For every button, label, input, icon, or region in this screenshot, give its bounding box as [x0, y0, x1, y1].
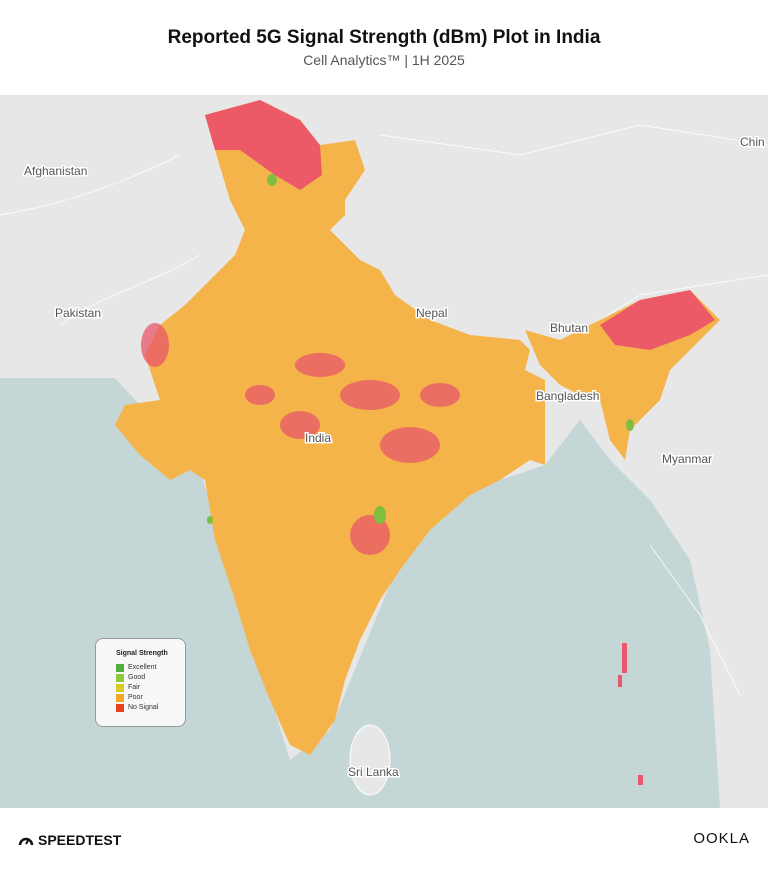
good-patches [207, 174, 634, 524]
ookla-logo: OOKLA [693, 830, 750, 847]
legend-label: Poor [128, 694, 143, 701]
map-label: India [305, 431, 331, 445]
legend-swatch [116, 694, 124, 702]
borders [0, 124, 768, 696]
map-label: Chin [740, 135, 765, 149]
legend-swatch [116, 684, 124, 692]
legend-item: Good [116, 673, 185, 683]
no-signal-patches [141, 323, 460, 555]
speedtest-text: SPEEDTEST [38, 832, 122, 848]
map-label: Sri Lanka [348, 765, 399, 779]
legend-item: Excellent [116, 663, 185, 673]
legend: Signal Strength Excellent Good Fair Poor No … [95, 638, 186, 727]
legend-swatch [116, 704, 124, 712]
speedtest-icon [18, 837, 34, 846]
legend-swatch [116, 664, 124, 672]
legend-label: Fair [128, 684, 141, 691]
map-label: Afghanistan [24, 164, 87, 178]
legend-item: No Signal [116, 703, 185, 713]
map-label: Pakistan [55, 306, 101, 320]
legend-item: Fair [116, 683, 185, 693]
map-label: Myanmar [662, 452, 712, 466]
map-label: Bangladesh [536, 389, 599, 403]
arunachal-no-signal [600, 290, 715, 350]
map-label: Nepal [416, 306, 447, 320]
legend-label: No Signal [128, 704, 159, 711]
kashmir-no-signal [205, 100, 322, 190]
india [115, 100, 545, 755]
map-label: Bhutan [550, 321, 588, 335]
legend-title: Signal Strength [116, 650, 168, 657]
legend-label: Good [128, 674, 146, 681]
andaman-islands [618, 643, 643, 785]
legend-label: Excellent [128, 664, 157, 671]
speedtest-logo: SPEEDTEST [18, 832, 121, 848]
legend-swatch [116, 674, 124, 682]
sri-lanka [349, 724, 391, 796]
subtitle: Cell Analytics™ | 1H 2025 [303, 52, 465, 68]
title: Reported 5G Signal Strength (dBm) Plot i… [167, 27, 601, 48]
legend-item: Poor [116, 693, 185, 703]
